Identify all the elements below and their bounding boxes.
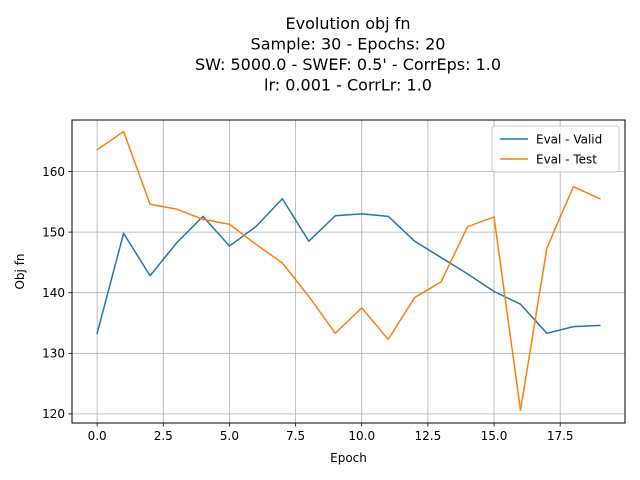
series-line-eval-test: [96, 130, 601, 412]
y-tick-label: 120: [42, 407, 65, 421]
chart-title-line: Evolution obj fn: [286, 14, 411, 33]
y-tick-label: 130: [42, 347, 65, 361]
legend-box: [491, 125, 620, 173]
y-tick-label: 160: [42, 165, 65, 179]
y-axis-label: Obj fn: [13, 253, 27, 289]
plot-frame: [71, 119, 626, 424]
x-axis-ticks: 0.0 2.5 5.0 7.5 10.0 12.5 15.0 17.5: [88, 423, 574, 443]
legend-label: Eval - Test: [536, 152, 597, 166]
x-tick-label: 5.0: [220, 429, 239, 443]
series-line-eval-valid: [96, 198, 601, 335]
x-tick-label: 15.0: [481, 429, 508, 443]
x-axis-label: Epoch: [330, 451, 367, 465]
chart-title-line: lr: 0.001 - CorrLr: 1.0: [264, 76, 432, 95]
x-tick-label: 2.5: [154, 429, 173, 443]
x-tick-label: 7.5: [286, 429, 305, 443]
x-tick-label: 10.0: [348, 429, 375, 443]
x-tick-label: 0.0: [88, 429, 107, 443]
legend: Eval - Valid Eval - Test: [491, 125, 620, 173]
chart-title: Evolution obj fn Sample: 30 - Epochs: 20S…: [195, 14, 501, 95]
y-tick-label: 150: [42, 225, 65, 239]
x-tick-label: 17.5: [547, 429, 574, 443]
x-tick-label: 12.5: [415, 429, 442, 443]
y-tick-label: 140: [42, 286, 65, 300]
chart-title-line: Sample: 30 - Epochs: 20: [251, 35, 446, 54]
chart-title-line: SW: 5000.0 - SWEF: 0.5' - CorrEps: 1.0: [195, 55, 501, 74]
series-lines: [96, 130, 601, 412]
y-axis-ticks: 120 130 140 150 160: [42, 165, 72, 421]
legend-label: Eval - Valid: [536, 132, 602, 146]
